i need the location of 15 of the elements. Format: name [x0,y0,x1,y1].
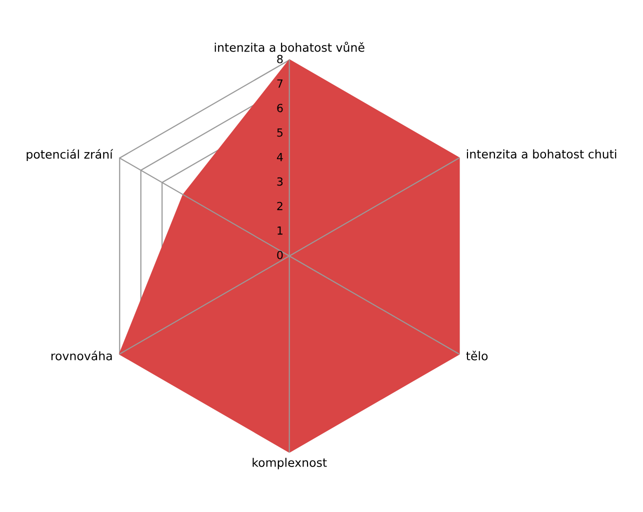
y-tick-label: 3 [277,177,283,186]
y-tick-label: 6 [277,104,283,112]
y-tick-label: 4 [276,152,283,162]
spoke-label: rovnováha [51,350,112,360]
y-tick-label: 5 [277,128,282,137]
spoke-label: potenciál zrání [26,149,114,162]
y-tick-label: 0 [277,250,283,260]
y-tick-label: 2 [277,202,282,210]
spoke-label: komplexnost [252,458,327,470]
y-tick-label: 7 [277,80,283,88]
y-tick-label: 8 [277,54,283,64]
spoke-label: intenzita a bohatost chuti [466,149,616,159]
spoke-label: tělo [466,350,488,360]
spoke-label: intenzita a bohatost vůně [214,42,364,52]
y-tick-label: 1 [278,226,282,235]
